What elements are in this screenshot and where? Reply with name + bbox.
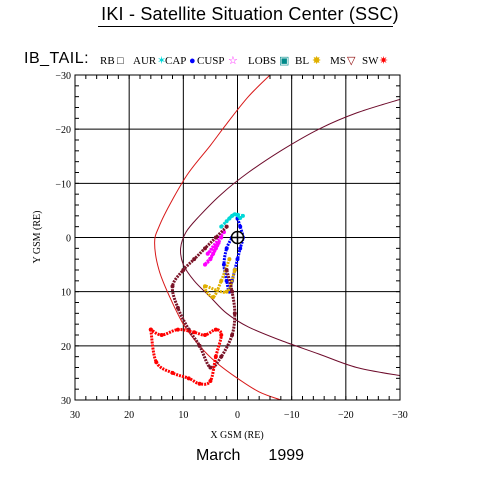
orbit-point-sw <box>159 333 164 337</box>
x-axis-label: X GSM (RE) <box>210 430 263 441</box>
orbit-point-cap <box>224 246 229 251</box>
orbit-point-sw <box>148 327 153 332</box>
year-label: 1999 <box>268 447 305 464</box>
x-tick-label: 10 <box>178 410 188 421</box>
legend-label-cusp: CUSP <box>197 55 225 67</box>
orbit-point-bl <box>211 295 216 300</box>
orbit-point-sw <box>192 330 197 335</box>
orbit-point-cusp <box>213 246 218 251</box>
legend-symbol-aur-icon: ✶ <box>157 55 167 67</box>
orbit-point-ms <box>170 284 175 289</box>
legend-symbol-cap-icon: ● <box>189 55 196 67</box>
y-tick-label: −30 <box>55 71 71 82</box>
y-tick-label: 30 <box>61 396 71 407</box>
orbit-point-sw <box>219 333 224 337</box>
legend-name: IB_TAIL: <box>24 50 90 67</box>
orbit-point-sw <box>170 370 175 375</box>
orbit-point-cusp <box>203 262 207 267</box>
y-axis-label: Y GSM (RE) <box>32 211 43 264</box>
orbit-point-cusp <box>208 257 213 262</box>
legend-label-ms: MS <box>330 55 346 67</box>
orbit-point-sw <box>197 381 202 386</box>
orbit-point-bl <box>219 278 224 283</box>
legend-label-bl: BL <box>295 55 310 67</box>
orbit-point-cap <box>221 262 226 267</box>
date-label: March 1999 <box>0 447 500 465</box>
y-tick-label: 10 <box>61 288 71 299</box>
orbit-point-cusp <box>205 251 210 256</box>
orbit-point-sw <box>203 333 207 337</box>
orbit-point-ms <box>208 365 213 370</box>
orbit-point-sw <box>154 360 159 365</box>
orbit-point-cap <box>238 246 243 251</box>
orbit-point-ms <box>192 257 197 262</box>
legend-symbol-ms-icon: ▽ <box>347 55 356 67</box>
orbit-point-cusp <box>221 230 226 235</box>
y-tick-label: 20 <box>61 342 71 353</box>
boundary-magnetopause <box>180 98 400 377</box>
orbit-point-ms <box>197 343 202 348</box>
orbit-point-sw <box>213 327 218 332</box>
title-underline <box>98 26 393 27</box>
orbit-point-ms <box>224 224 229 229</box>
legend-symbol-bl-icon: ✸ <box>312 55 322 67</box>
legend-label-aur: AUR <box>133 55 157 67</box>
orbit-point-ms <box>181 268 186 272</box>
y-tick-label: 0 <box>66 234 71 245</box>
orbit-point-ms <box>203 246 207 251</box>
orbit-point-sw <box>175 327 180 332</box>
y-tick-label: −20 <box>55 125 71 136</box>
region-boundaries <box>154 75 400 400</box>
x-tick-label: 0 <box>235 410 240 421</box>
month-label: March <box>195 447 241 464</box>
orbit-points <box>148 212 245 386</box>
orbit-point-aur <box>227 216 232 221</box>
orbit-point-aur <box>219 224 224 229</box>
legend-label-lobs: LOBS <box>248 55 277 67</box>
legend-symbol-cusp-icon: ☆ <box>228 55 238 67</box>
orbit-point-cusp <box>219 235 224 240</box>
legend-label-cap: CAP <box>165 55 187 67</box>
x-tick-label: −20 <box>338 410 354 421</box>
legend-symbol-rb-icon: □ <box>117 55 124 67</box>
earth-marker <box>230 230 245 245</box>
y-tick-label: −10 <box>55 179 71 190</box>
orbit-point-aur <box>232 212 237 217</box>
orbit-point-bl <box>203 284 207 289</box>
x-tick-label: 30 <box>70 410 80 421</box>
orbit-point-bl <box>227 257 232 262</box>
orbit-point-ms <box>230 289 235 294</box>
legend-symbol-lobs-icon: ▣ <box>279 55 290 67</box>
orbit-point-ms <box>219 354 224 359</box>
orbit-point-cap <box>238 224 243 229</box>
orbit-point-cusp <box>216 240 221 245</box>
x-tick-label: −10 <box>284 410 300 421</box>
axis-ticks: 30 20 10 0 −10 −20 −30 −30 −20 −10 0 10 20 30 <box>55 71 407 421</box>
orbit-point-ms <box>175 305 180 310</box>
orbit-point-sw <box>213 354 218 359</box>
orbit-point-bl <box>224 289 229 294</box>
orbit-point-ms <box>232 311 237 316</box>
orbit-point-sw <box>186 376 191 381</box>
orbit-point-cap <box>235 257 240 262</box>
orbit-point-sw <box>208 379 213 384</box>
chart-title: IKI - Satellite Situation Center (SSC) <box>101 4 399 24</box>
orbit-point-cap <box>224 278 229 283</box>
orbit-point-aur <box>224 219 229 224</box>
legend-label-sw: SW <box>362 55 379 67</box>
orbit-point-ms <box>213 235 218 240</box>
legend-symbol-sw-icon: ✷ <box>379 55 389 67</box>
boundary-bow-shock <box>154 75 281 400</box>
orbit-point-ms <box>224 268 229 272</box>
x-tick-label: −30 <box>392 410 408 421</box>
orbit-point-bl <box>232 268 237 272</box>
orbit-point-aur <box>238 216 243 220</box>
legend-label-rb: RB <box>100 55 115 67</box>
grid-lines <box>75 75 400 400</box>
x-tick-label: 20 <box>124 410 134 421</box>
orbit-point-cusp <box>211 251 216 256</box>
orbit-point-ms <box>230 333 235 337</box>
orbit-point-aur <box>240 213 245 218</box>
